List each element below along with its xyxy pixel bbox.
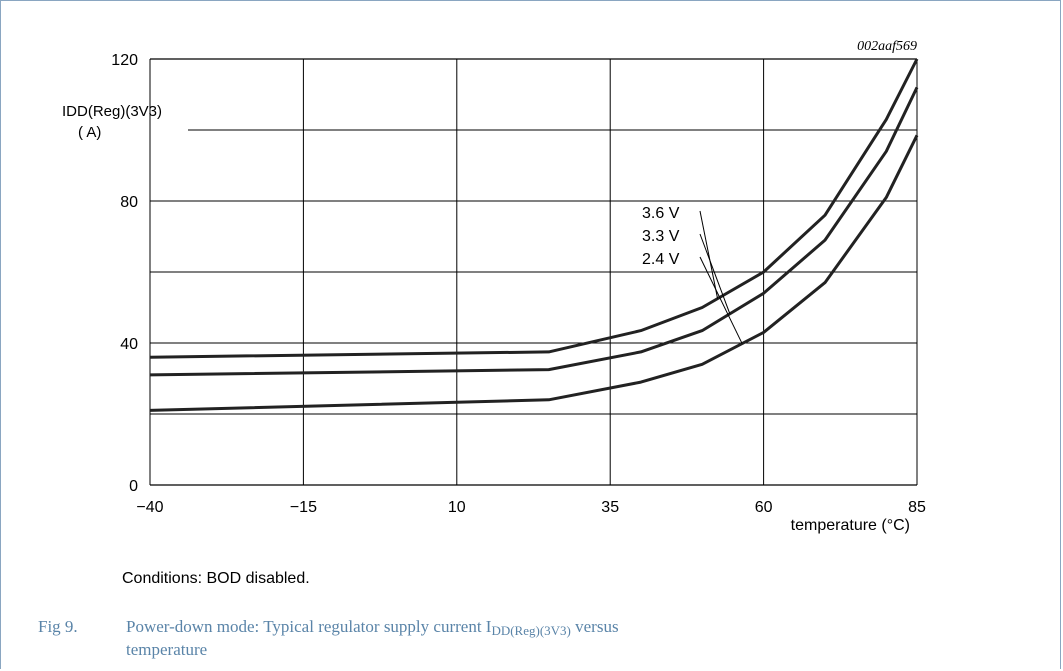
y-tick-label: 0 [129,478,138,495]
caption-text-end: versus [570,617,619,636]
y-axis-label: IDD(Reg)(3V3) [62,103,162,120]
series-label: 3.6 V [642,205,680,222]
series-label: 3.3 V [642,228,680,245]
figure-code: 002aaf569 [857,39,917,54]
series-line [149,58,919,359]
caption-text-line2: temperature [126,640,208,659]
series-label: 2.4 V [642,251,680,268]
y-tick-label: 120 [111,52,138,69]
legend-leader-lines [699,210,743,344]
x-tick-label: 60 [755,499,773,516]
caption-text: Power-down mode: Typical regulator suppl… [126,617,492,636]
x-tick-label: 35 [601,499,619,516]
caption-subscript: DD(Reg)(3V3) [491,623,571,638]
x-axis-label: temperature (°C) [791,517,910,534]
series-lines [149,58,919,412]
x-tick-label: 10 [448,499,466,516]
grid [149,58,918,486]
caption-number: Fig 9. [38,617,78,636]
leader-line [699,233,731,314]
x-tick-label: 85 [908,499,926,516]
leader-line [699,256,743,344]
series-line [149,86,919,377]
y-axis-unit: ( A) [78,124,101,141]
x-tick-label: −15 [290,499,317,516]
x-tick-label: −40 [136,499,163,516]
series-line [149,134,919,412]
x-tick-labels: −40 −15 10 35 60 85 [136,499,926,516]
series-labels: 3.6 V 3.3 V 2.4 V [642,205,680,268]
y-tick-labels: 0 40 80 120 [111,52,138,495]
figure-caption: Fig 9. Power-down mode: Typical regulator… [38,617,938,659]
y-tick-label: 80 [120,194,138,211]
y-tick-label: 40 [120,336,138,353]
conditions-note: Conditions: BOD disabled. [122,570,310,587]
leader-line [699,210,719,299]
